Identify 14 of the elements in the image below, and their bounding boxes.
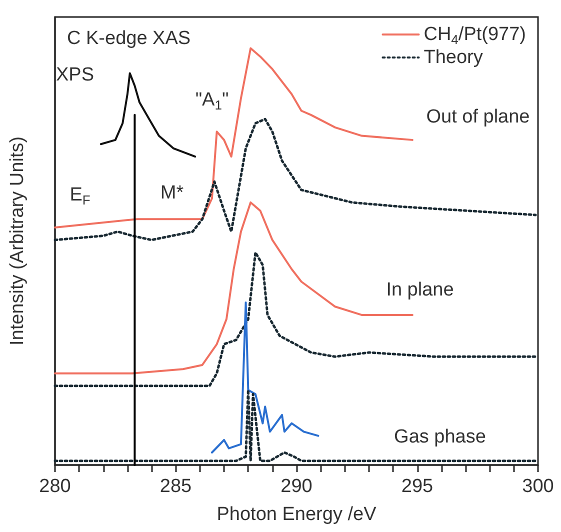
x-tick-label: 290 xyxy=(280,476,312,497)
x-tick-label: 280 xyxy=(39,476,71,497)
legend-label: Theory xyxy=(424,47,484,68)
annotation: M* xyxy=(160,182,184,204)
annotation: XPS xyxy=(56,64,94,86)
x-tick-label: 295 xyxy=(401,476,434,497)
x-tick-label: 285 xyxy=(160,476,192,497)
x-axis-title: Photon Energy /eV xyxy=(216,504,377,525)
y-axis-title: Intensity (Arbitrary Units) xyxy=(7,136,28,346)
chart-title: C K-edge XAS xyxy=(67,28,191,49)
annotation: Gas phase xyxy=(394,426,486,448)
x-tick-label: 300 xyxy=(522,476,554,497)
annotation: In plane xyxy=(386,280,454,300)
annotation: Out of plane xyxy=(426,106,530,128)
